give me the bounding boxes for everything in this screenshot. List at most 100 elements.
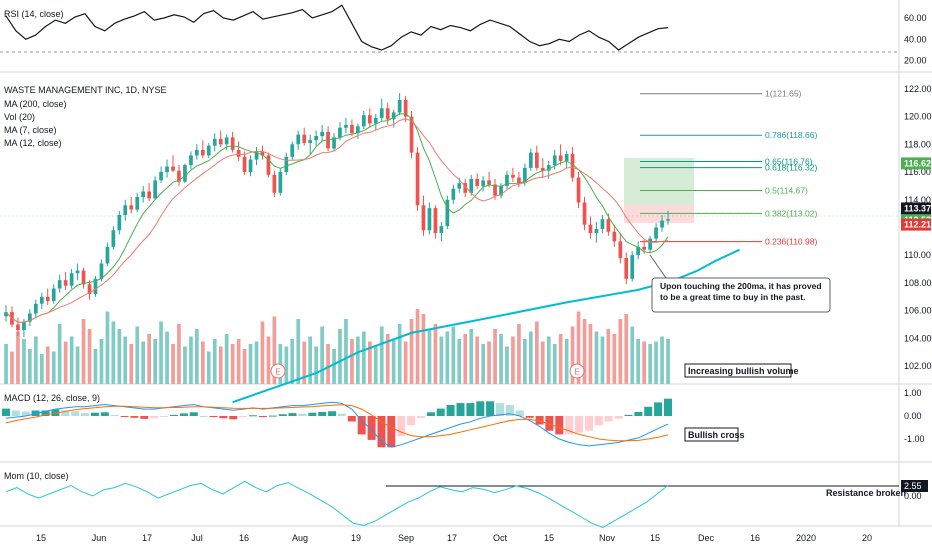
volume-bar [403, 341, 408, 384]
macd-histogram-bar [555, 416, 564, 435]
candle-body [546, 165, 551, 171]
candle-body [618, 241, 623, 258]
macd-histogram-bar [525, 416, 534, 418]
macd-histogram-bar [634, 412, 643, 416]
candle-body [22, 321, 26, 331]
time-tick-label: Sep [398, 533, 414, 543]
candle-body [201, 149, 205, 156]
fib-level-label: 0.236(110.98) [765, 237, 817, 247]
volume-bar [373, 346, 378, 384]
volume-note-box[interactable] [684, 363, 792, 378]
momentum-line [5, 480, 669, 529]
volume-bar [552, 344, 557, 384]
volume-bar [385, 334, 390, 384]
macd-histogram-bar [357, 416, 366, 435]
price-badge [901, 218, 931, 231]
candle-body [195, 149, 199, 156]
momentum-badge [901, 480, 928, 492]
candle-body [218, 138, 223, 145]
candle-body [415, 152, 420, 206]
candle-body [439, 226, 444, 233]
price-pane: 1(121.65) 0.786(118.66) 0.65(116.76)0.618(… [0, 84, 932, 404]
earnings-marker[interactable]: E [270, 363, 286, 379]
candle-body [588, 224, 593, 233]
resistance-note: Resistance broken [826, 488, 906, 498]
candle-body [391, 112, 396, 120]
macd-histogram-bar [278, 414, 287, 416]
candle-body [630, 255, 635, 279]
candle-body [660, 220, 664, 228]
candle-body [129, 205, 134, 210]
macd-histogram-bar [179, 413, 188, 416]
signal-line [5, 404, 669, 442]
time-tick-label: 16 [239, 533, 249, 543]
macd-histogram-bar [130, 416, 139, 418]
volume-bar [666, 339, 670, 384]
time-axis: 15 Jun 17 Jul 16 Aug 19 Sep 17 Oct 15 Nov 15 Dec 16 202… [36, 533, 872, 543]
volume-bar [546, 336, 551, 384]
macd-note-box[interactable] [684, 427, 739, 442]
candle-body [356, 126, 360, 134]
macd-histogram-bar [2, 408, 10, 416]
candle-body [290, 144, 295, 157]
rsi-pane: RSI (14, close) 60.00 40.00 20.00 [0, 4, 927, 66]
earnings-marker[interactable]: E [569, 363, 585, 379]
volume-bar [338, 329, 342, 384]
macd-histogram-bar [328, 411, 337, 416]
candle-body [248, 159, 253, 173]
macd-histogram-bar [268, 415, 277, 417]
candle-body [481, 180, 485, 186]
macd-histogram-bar [407, 416, 416, 426]
volume-bar [344, 319, 348, 384]
candle-body [153, 180, 157, 199]
annotation-text-wrap: Upon touching the 200ma, it has proved t… [660, 281, 822, 302]
candle-body [344, 124, 348, 128]
volume-bar [463, 334, 468, 384]
volume-bar [123, 336, 128, 384]
time-tick-label: Nov [599, 533, 616, 543]
volume-bar [57, 324, 62, 384]
volume-bar [529, 331, 533, 384]
legend-ma12: MA (12, close) [4, 138, 62, 148]
candle-body [373, 118, 378, 124]
volume-bar [99, 339, 104, 384]
macd-histogram-bar [426, 412, 435, 416]
macd-histogram-bar [387, 416, 396, 448]
candle-body [642, 246, 646, 250]
candle-body [189, 155, 193, 166]
candle-body [266, 155, 271, 175]
annotation-box[interactable] [651, 277, 831, 313]
candle-body [278, 172, 283, 193]
candle-body [529, 152, 533, 168]
candle-body [564, 154, 569, 161]
volume-bar [618, 319, 623, 384]
time-tick-label: 15 [650, 533, 660, 543]
volume-bar [28, 349, 32, 384]
candle-body [69, 273, 74, 286]
volume-bar [254, 341, 259, 384]
time-tick-label: Oct [493, 533, 508, 543]
candle-body [224, 137, 229, 145]
candle-body [379, 108, 384, 118]
macd-histogram-bar [90, 412, 99, 416]
candle-body [99, 263, 104, 279]
volume-bar [511, 336, 515, 384]
price-tick-label: 108.00 [904, 278, 932, 288]
macd-histogram-bar [120, 416, 129, 417]
annotation-text: Upon touching the 200ma, it has proved t… [660, 281, 822, 302]
volume-bar [201, 341, 205, 384]
macd-histogram-bar [100, 412, 109, 416]
volume-bar [332, 349, 336, 384]
macd-histogram-bar [614, 416, 623, 419]
volume-bar [576, 311, 581, 384]
volume-bar [391, 339, 396, 384]
volume-bar [45, 346, 50, 384]
macd-histogram-bar [258, 416, 267, 418]
candle-body [16, 324, 20, 330]
candle-body [40, 296, 44, 304]
volume-bar [302, 341, 307, 384]
macd-histogram-bar [367, 416, 376, 440]
candle-body [582, 202, 587, 225]
macd-title: MACD (12, 26, close, 9) [4, 393, 100, 403]
